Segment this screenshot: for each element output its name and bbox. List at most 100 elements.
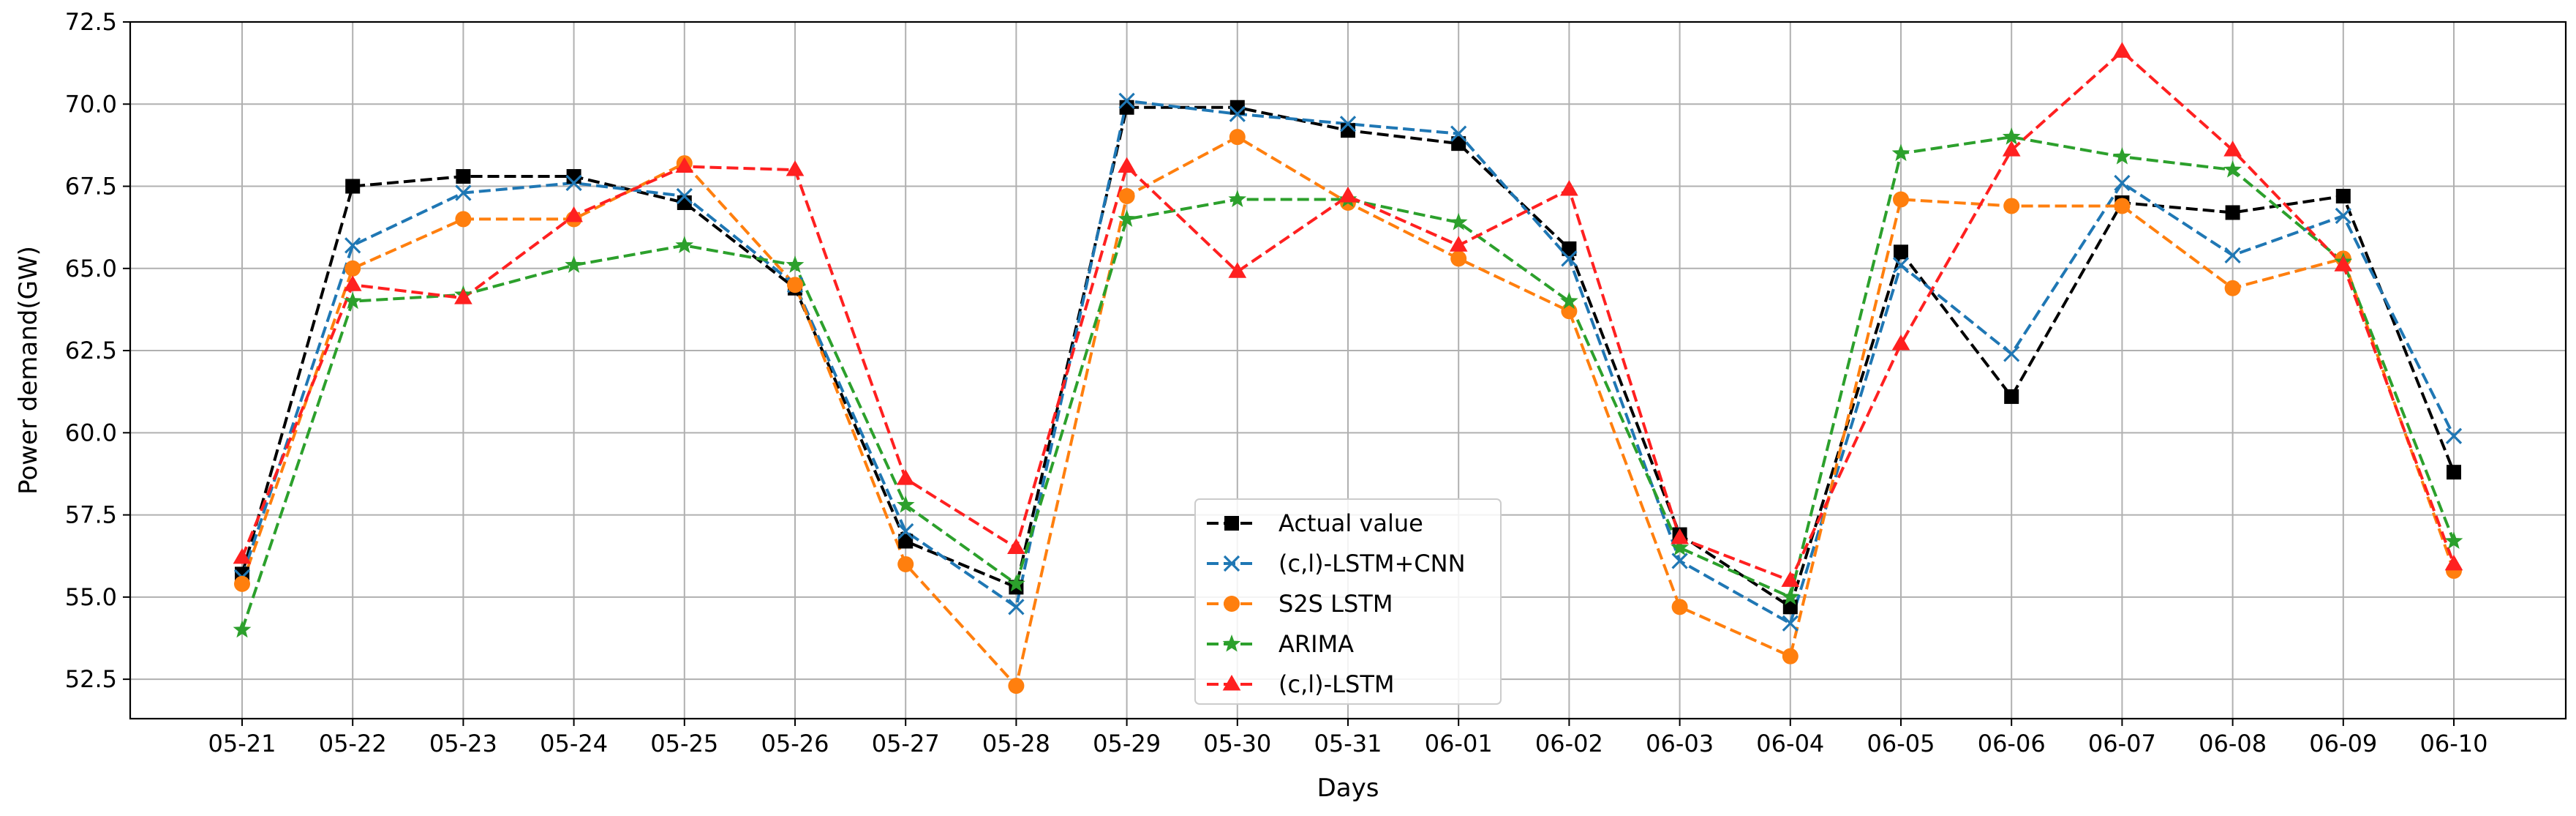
data-point-arima [1118, 209, 1136, 227]
y-tick-label: 60.0 [65, 419, 117, 446]
legend-marker [1222, 675, 1241, 691]
data-point-actual-value [345, 179, 361, 194]
data-point-c-l-lstm [1007, 538, 1025, 554]
y-tick-label: 67.5 [65, 173, 117, 201]
data-point-c-l-lstm-cnn [2445, 427, 2463, 444]
data-point-arima [343, 291, 362, 310]
data-point-s2s-lstm [1782, 648, 1799, 665]
data-point-c-l-lstm [565, 206, 583, 222]
data-point-actual-value [2225, 205, 2240, 220]
data-point-s2s-lstm [344, 260, 361, 277]
data-point-c-l-lstm [1891, 334, 1910, 351]
data-point-arima [896, 495, 915, 513]
data-point-c-l-lstm [2444, 554, 2463, 571]
data-point-c-l-lstm-cnn [1229, 105, 1246, 122]
x-tick-label: 05-29 [1093, 730, 1161, 757]
data-point-c-l-lstm [2223, 141, 2242, 157]
data-point-s2s-lstm [2224, 280, 2241, 296]
y-tick-label: 65.0 [65, 255, 117, 282]
data-point-c-l-lstm [896, 469, 915, 485]
data-point-c-l-lstm [1228, 262, 1247, 278]
data-point-c-l-lstm-cnn [2003, 345, 2020, 362]
data-point-actual-value [1451, 136, 1466, 151]
x-axis-ticks: 05-21 05-22 05-23 05-24 05-25 05-26 05-27 05-28… [208, 719, 2488, 757]
x-tick-label: 05-21 [208, 730, 276, 757]
legend-marker [1224, 596, 1240, 612]
data-point-s2s-lstm [1671, 599, 1688, 615]
data-point-c-l-lstm-cnn [2224, 247, 2241, 263]
data-point-s2s-lstm [1008, 678, 1025, 695]
x-tick-label: 06-03 [1646, 730, 1714, 757]
data-point-c-l-lstm-cnn [2114, 174, 2131, 192]
x-tick-label: 05-26 [761, 730, 829, 757]
x-tick-label: 05-31 [1314, 730, 1382, 757]
legend-label: Actual value [1278, 509, 1423, 537]
data-point-c-l-lstm [1118, 157, 1136, 173]
legend-marker [1223, 555, 1240, 572]
legend-label: ARIMA [1278, 630, 1354, 658]
data-point-arima [233, 620, 252, 638]
y-tick-label: 55.0 [65, 583, 117, 611]
x-tick-label: 05-25 [650, 730, 718, 757]
y-tick-label: 57.5 [65, 501, 117, 529]
data-point-actual-value [2004, 389, 2019, 404]
data-point-c-l-lstm-cnn [1339, 116, 1357, 132]
x-tick-label: 05-28 [982, 730, 1050, 757]
x-tick-label: 06-02 [1535, 730, 1603, 757]
data-point-c-l-lstm-cnn [1671, 553, 1688, 569]
data-point-c-l-lstm-cnn [1782, 615, 1799, 632]
data-point-arima [1449, 212, 1468, 231]
legend-label: S2S LSTM [1278, 590, 1393, 618]
data-point-arima [2223, 160, 2242, 178]
data-point-actual-value [1782, 599, 1798, 615]
x-tick-label: 05-24 [540, 730, 608, 757]
data-point-c-l-lstm [343, 275, 362, 291]
data-point-c-l-lstm-cnn [1561, 250, 1578, 267]
x-tick-label: 05-22 [319, 730, 387, 757]
data-point-actual-value [2335, 189, 2351, 203]
data-point-c-l-lstm [2002, 141, 2021, 157]
data-point-s2s-lstm [1893, 191, 1909, 208]
data-point-arima [2113, 147, 2131, 165]
data-point-c-l-lstm [1671, 528, 1689, 544]
data-point-arima [675, 236, 694, 253]
x-tick-label: 05-23 [429, 730, 497, 757]
legend-marker [1224, 516, 1239, 531]
data-point-c-l-lstm [1449, 236, 1468, 252]
y-tick-label: 62.5 [65, 337, 117, 364]
x-tick-label: 05-30 [1203, 730, 1271, 757]
data-point-actual-value [1894, 244, 1908, 260]
x-tick-label: 06-09 [2309, 730, 2377, 757]
x-tick-label: 06-04 [1756, 730, 1824, 757]
data-point-c-l-lstm [2334, 255, 2353, 272]
data-point-arima [1891, 143, 1910, 162]
data-point-s2s-lstm [455, 211, 472, 228]
x-tick-label: 06-01 [1425, 730, 1493, 757]
y-tick-label: 52.5 [65, 665, 117, 693]
data-point-actual-value [1562, 241, 1577, 256]
y-tick-label: 72.5 [65, 8, 117, 36]
data-point-arima [565, 255, 583, 273]
data-point-c-l-lstm-cnn [1008, 599, 1025, 615]
data-point-c-l-lstm [454, 288, 472, 304]
data-point-arima [1781, 587, 1800, 605]
series-line-c-l-lstm-cnn [241, 99, 2455, 625]
data-point-c-l-lstm-cnn [676, 187, 693, 205]
data-point-c-l-lstm [786, 160, 805, 176]
data-point-c-l-lstm-cnn [1450, 125, 1467, 142]
legend-marker [1222, 635, 1241, 652]
data-point-actual-value [456, 169, 471, 184]
data-point-arima [1007, 574, 1025, 592]
x-axis-title: Days [1317, 774, 1379, 803]
data-point-arima [1560, 291, 1578, 310]
data-point-s2s-lstm [234, 575, 250, 592]
data-point-s2s-lstm [787, 277, 803, 293]
legend: Actual value (c,l)-LSTM+CNN S2S LSTM ARIMA (… [1194, 498, 1502, 705]
data-point-c-l-lstm-cnn [344, 237, 361, 254]
data-point-s2s-lstm [897, 555, 914, 572]
x-tick-label: 06-08 [2199, 730, 2267, 757]
data-point-c-l-lstm-cnn [897, 523, 914, 540]
data-point-actual-value [898, 534, 914, 549]
data-point-arima [2444, 531, 2463, 550]
